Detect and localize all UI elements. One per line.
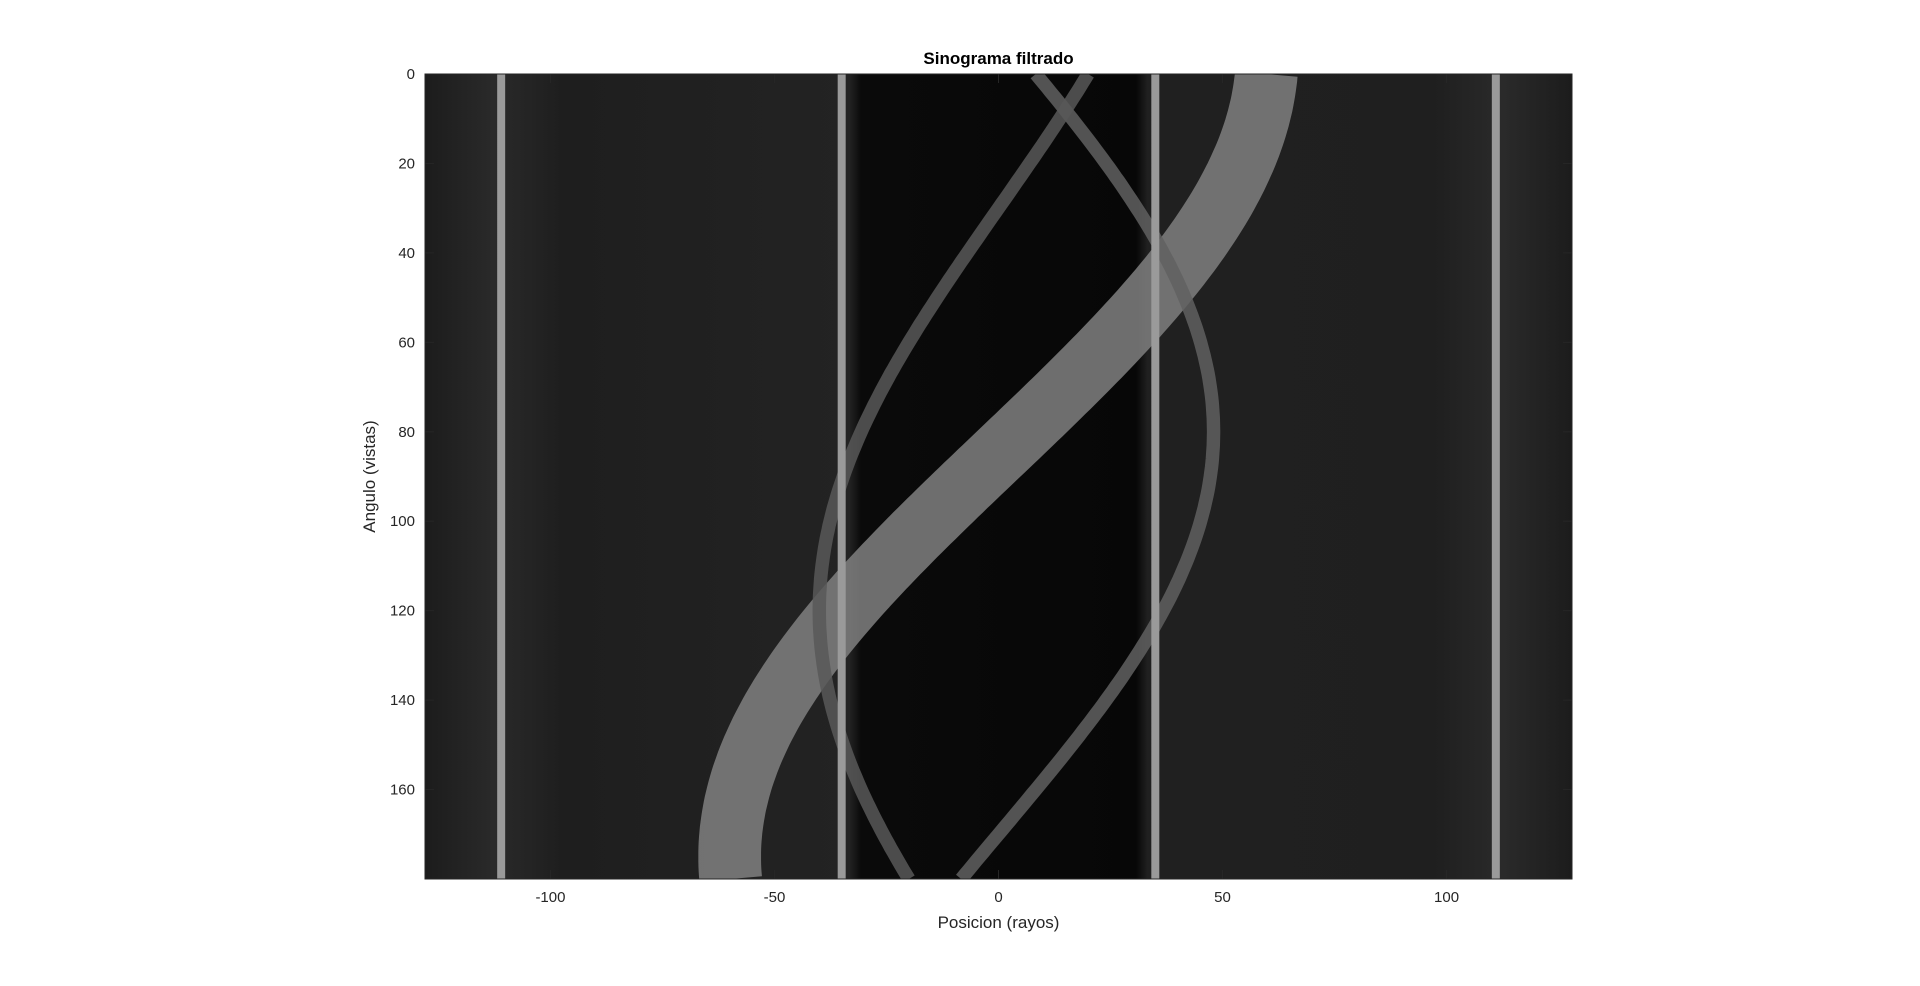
- y-tick-label: 120: [390, 603, 415, 620]
- y-tick-label: 0: [407, 66, 415, 83]
- vertical-line-2: [1151, 74, 1160, 879]
- vertical-line-1: [837, 74, 846, 879]
- y-axis-ticks: 0 20 40 60 80 100 120 140 160: [390, 66, 1572, 799]
- x-tick-label: -50: [764, 889, 786, 906]
- y-axis-label: Angulo (vistas): [360, 420, 379, 532]
- y-tick-label: 40: [398, 245, 415, 262]
- x-axis-ticks: -100 -50 0 50 100: [535, 74, 1459, 906]
- x-axis-label: Posicion (rayos): [938, 913, 1060, 932]
- plot-area: [425, 74, 1572, 879]
- y-tick-label: 60: [398, 334, 415, 351]
- vertical-line-0: [497, 74, 506, 879]
- y-tick-label: 80: [398, 424, 415, 441]
- y-tick-label: 160: [390, 782, 415, 799]
- sinusoid-track-1: [956, 74, 1221, 879]
- y-tick-label: 140: [390, 692, 415, 709]
- x-tick-label: 100: [1434, 889, 1459, 906]
- vertical-line-3: [1491, 74, 1500, 879]
- x-tick-label: 50: [1214, 889, 1231, 906]
- vertical-bright-lines: [497, 74, 1500, 879]
- y-tick-label: 100: [390, 513, 415, 530]
- x-tick-label: -100: [535, 889, 565, 906]
- y-tick-label: 20: [398, 155, 415, 172]
- chart-title: Sinograma filtrado: [923, 49, 1073, 68]
- x-tick-label: 0: [994, 889, 1002, 906]
- sinusoid-track-0: [698, 74, 1298, 879]
